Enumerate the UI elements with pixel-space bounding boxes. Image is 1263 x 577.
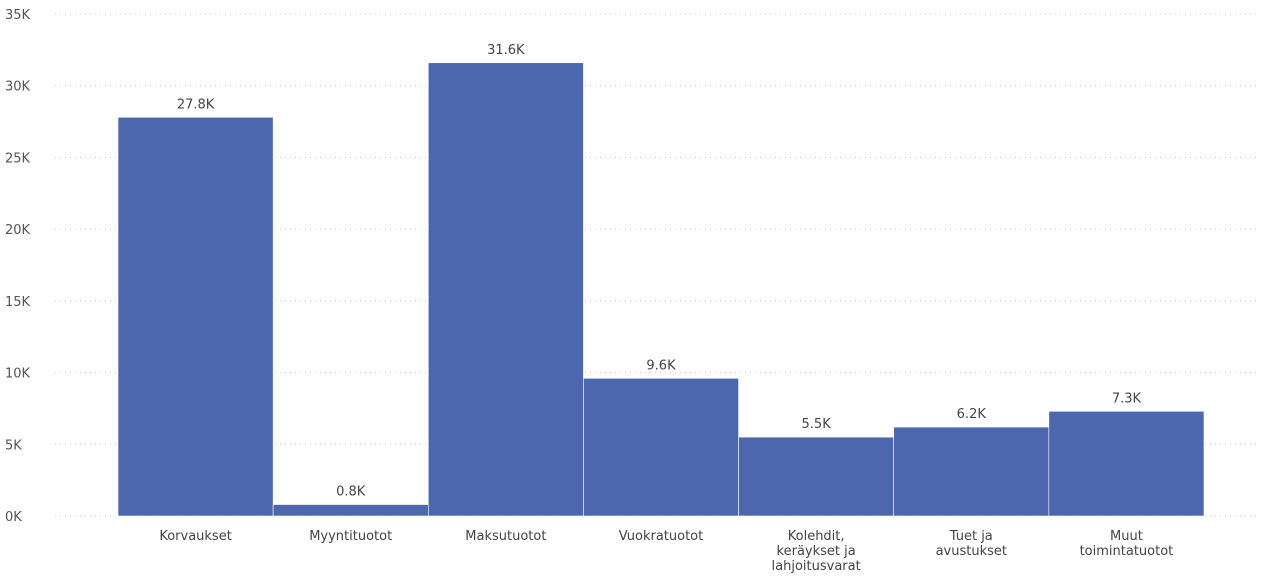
y-tick-label: 25K bbox=[5, 151, 31, 166]
y-tick-label: 35K bbox=[5, 8, 31, 23]
x-tick-label: Vuokratuotot bbox=[619, 529, 703, 544]
y-tick-label: 15K bbox=[5, 295, 31, 310]
y-tick-label: 10K bbox=[5, 367, 31, 382]
data-label: 7.3K bbox=[1112, 391, 1142, 406]
data-label: 0.8K bbox=[336, 485, 366, 500]
bar[interactable] bbox=[427, 62, 584, 517]
data-label: 27.8K bbox=[177, 97, 215, 112]
data-label: 5.5K bbox=[802, 417, 832, 432]
x-tick-label: Muut toimintatuotot bbox=[1080, 529, 1174, 559]
x-tick-label: Maksutuotot bbox=[465, 529, 546, 544]
x-tick-label: Myyntituotot bbox=[309, 529, 392, 544]
bar[interactable] bbox=[1048, 410, 1205, 517]
bar[interactable] bbox=[272, 504, 429, 517]
y-tick-label: 5K bbox=[5, 438, 22, 453]
x-tick-label: Korvaukset bbox=[159, 529, 231, 544]
x-tick-label: Tuet ja avustukset bbox=[936, 529, 1007, 559]
bar[interactable] bbox=[117, 116, 274, 517]
bar[interactable] bbox=[893, 426, 1050, 517]
data-label: 31.6K bbox=[487, 43, 525, 58]
y-axis: 0K 5K 10K 15K 20K 25K 30K 35K bbox=[5, 8, 31, 525]
y-tick-label: 30K bbox=[5, 80, 31, 95]
x-tick-label: Kolehdit, keräykset ja lahjoitusvarat bbox=[772, 529, 861, 574]
data-labels: 27.8K 0.8K 31.6K 9.6K 5.5K 6.2K 7.3K bbox=[177, 43, 1142, 500]
y-tick-label: 20K bbox=[5, 223, 31, 238]
y-tick-label: 0K bbox=[5, 510, 22, 525]
x-axis: Korvaukset Myyntituotot Maksutuotot Vuokrat… bbox=[159, 529, 1173, 574]
bars bbox=[117, 62, 1205, 517]
bar[interactable] bbox=[583, 378, 739, 517]
bar[interactable] bbox=[738, 436, 895, 517]
data-label: 6.2K bbox=[957, 407, 987, 422]
data-label: 9.6K bbox=[646, 358, 676, 373]
